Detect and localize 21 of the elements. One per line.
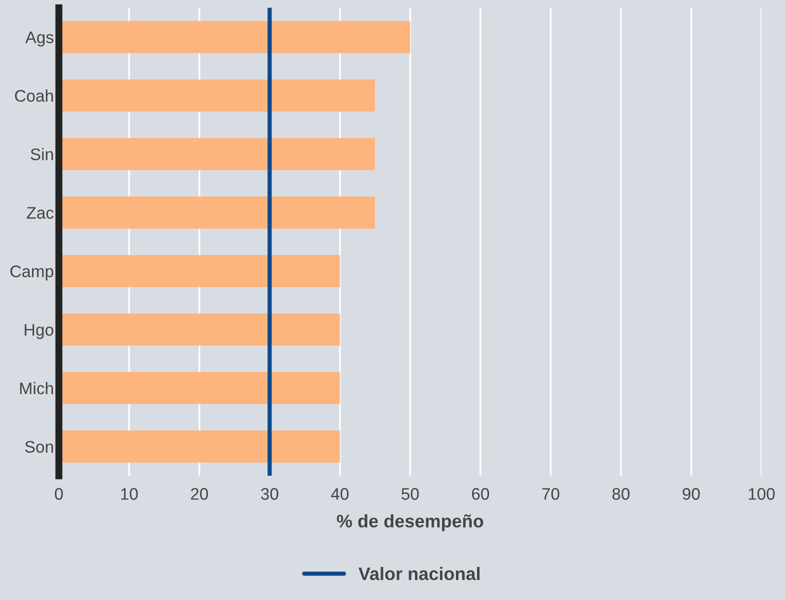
x-tick-label: 10	[121, 488, 138, 500]
x-axis-title: % de desempeño	[336, 514, 484, 532]
x-tick-label: 30	[261, 488, 278, 500]
y-tick-label: Ags	[25, 32, 54, 47]
x-tick-label: 0	[54, 488, 63, 500]
x-tick-label: 80	[612, 488, 630, 500]
x-tick-label: 90	[682, 488, 700, 500]
x-tick-label: 70	[542, 488, 560, 500]
x-tick-label: 50	[402, 488, 419, 500]
y-tick-label: Zac	[26, 207, 54, 219]
y-tick-label: Mich	[20, 382, 53, 394]
y-tick-label: Sin	[30, 148, 53, 160]
y-tick-label: Camp	[10, 265, 54, 281]
x-tick-label: 40	[331, 488, 349, 500]
y-tick-label: Coah	[15, 90, 53, 102]
legend-label: Valor nacional	[358, 566, 480, 580]
x-tick-label: 60	[472, 488, 490, 500]
x-tick-label: 20	[190, 488, 208, 500]
y-tick-label: Hgo	[24, 324, 54, 340]
y-tick-label: Son	[25, 440, 53, 453]
x-tick-label: 100	[748, 488, 775, 500]
